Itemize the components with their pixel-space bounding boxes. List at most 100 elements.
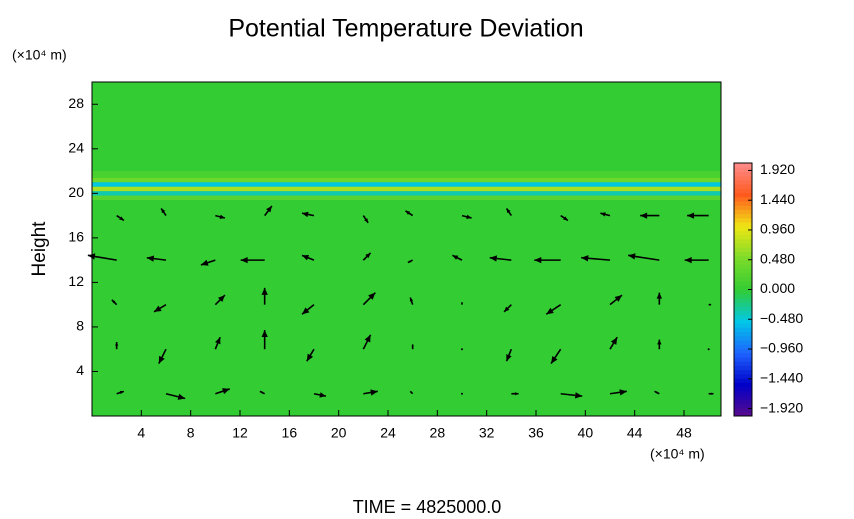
y-label: Height <box>29 221 50 277</box>
vector <box>116 390 125 395</box>
colorbar-step <box>734 348 752 354</box>
colorbar-tick-label: 0.480 <box>760 250 795 266</box>
colorbar-step <box>734 226 752 231</box>
vector <box>306 348 315 362</box>
colorbar-step <box>734 213 752 219</box>
x-units: (×10⁴ m) <box>650 446 705 462</box>
colorbar-step <box>734 323 752 328</box>
colorbar-step <box>734 222 752 227</box>
vector <box>654 390 660 395</box>
colorbar-step <box>734 306 752 312</box>
vector <box>264 205 273 217</box>
colorbar-step <box>734 289 752 295</box>
vector <box>261 287 268 305</box>
colorbar-step <box>734 171 752 177</box>
vector <box>214 294 226 306</box>
colorbar-step <box>734 411 752 417</box>
vector <box>545 304 562 315</box>
colorbar-step <box>734 352 752 358</box>
vector <box>461 214 472 219</box>
colorbar-step <box>734 184 752 189</box>
x-tick-label: 28 <box>430 425 446 441</box>
colorbar-tick-label: −1.440 <box>760 369 803 385</box>
colorbar-tick-label: 1.440 <box>760 191 795 207</box>
field-cell <box>92 195 721 201</box>
vector <box>684 256 709 264</box>
y-tick-label: 16 <box>68 229 84 245</box>
colorbar-step <box>734 251 752 257</box>
colorbar-step <box>734 356 752 362</box>
colorbar-step <box>734 276 752 282</box>
colorbar-step <box>734 310 752 316</box>
vector <box>609 389 627 396</box>
colorbar-step <box>734 369 752 375</box>
y-tick-label: 12 <box>68 273 84 289</box>
vector <box>657 339 662 350</box>
vector <box>503 304 512 313</box>
colorbar-tick-label: −0.480 <box>760 310 803 326</box>
colorbar-step <box>734 188 752 194</box>
colorbar-step <box>734 319 752 324</box>
colorbar-tick-label: 1.920 <box>760 161 795 177</box>
colorbar-step <box>734 407 752 413</box>
chart-title: Potential Temperature Deviation <box>228 15 583 43</box>
x-tick-label: 12 <box>232 425 248 441</box>
colorbar-step <box>734 314 752 320</box>
vector <box>165 392 186 400</box>
vector <box>461 302 463 305</box>
vector <box>560 392 583 399</box>
colorbar-step <box>734 255 752 261</box>
vector <box>560 214 569 222</box>
vector <box>115 342 119 350</box>
y-tick-label: 28 <box>68 95 84 111</box>
y-tick-label: 24 <box>68 140 84 156</box>
vector <box>489 255 512 262</box>
colorbar-step <box>734 259 752 265</box>
vector <box>409 390 414 395</box>
colorbar-step <box>734 200 752 206</box>
vector <box>600 212 611 217</box>
colorbar-step <box>734 167 752 172</box>
colorbar-step <box>734 394 752 400</box>
y-units: (×10⁴ m) <box>12 47 67 63</box>
vector <box>581 255 611 262</box>
field-cell <box>92 177 721 183</box>
colorbar-step <box>734 243 752 248</box>
plot-frame <box>91 81 722 417</box>
colorbar-step <box>734 234 752 240</box>
colorbar-step <box>734 365 752 371</box>
field-background <box>92 82 721 416</box>
colorbar-step <box>734 247 752 253</box>
x-tick-label: 8 <box>187 425 195 441</box>
vector <box>707 348 710 351</box>
field-cell <box>92 186 721 192</box>
vector <box>461 392 463 395</box>
colorbar-step <box>734 386 752 392</box>
colorbar-step <box>734 373 752 379</box>
colorbar-step <box>734 264 752 269</box>
vector <box>313 392 327 398</box>
colorbar-step <box>734 403 752 409</box>
vector <box>160 207 167 217</box>
colorbar-step <box>734 382 752 387</box>
vector <box>452 254 463 261</box>
vector <box>534 256 561 264</box>
vector <box>363 389 378 396</box>
colorbar-step <box>734 293 752 299</box>
colorbar-tick-label: 0.960 <box>760 221 795 237</box>
x-tick-label: 20 <box>331 425 347 441</box>
colorbar-step <box>734 217 752 223</box>
colorbar-tick-label: −0.960 <box>760 340 803 356</box>
vector <box>640 212 660 219</box>
vector <box>215 214 226 219</box>
vector <box>708 303 712 306</box>
colorbar-step <box>734 399 752 404</box>
colorbar-step <box>734 179 752 185</box>
colorbar-step <box>734 390 752 396</box>
vector <box>609 336 618 350</box>
vector <box>200 259 216 266</box>
vector <box>116 214 125 222</box>
vector <box>505 207 512 217</box>
colorbar-step <box>734 344 752 350</box>
